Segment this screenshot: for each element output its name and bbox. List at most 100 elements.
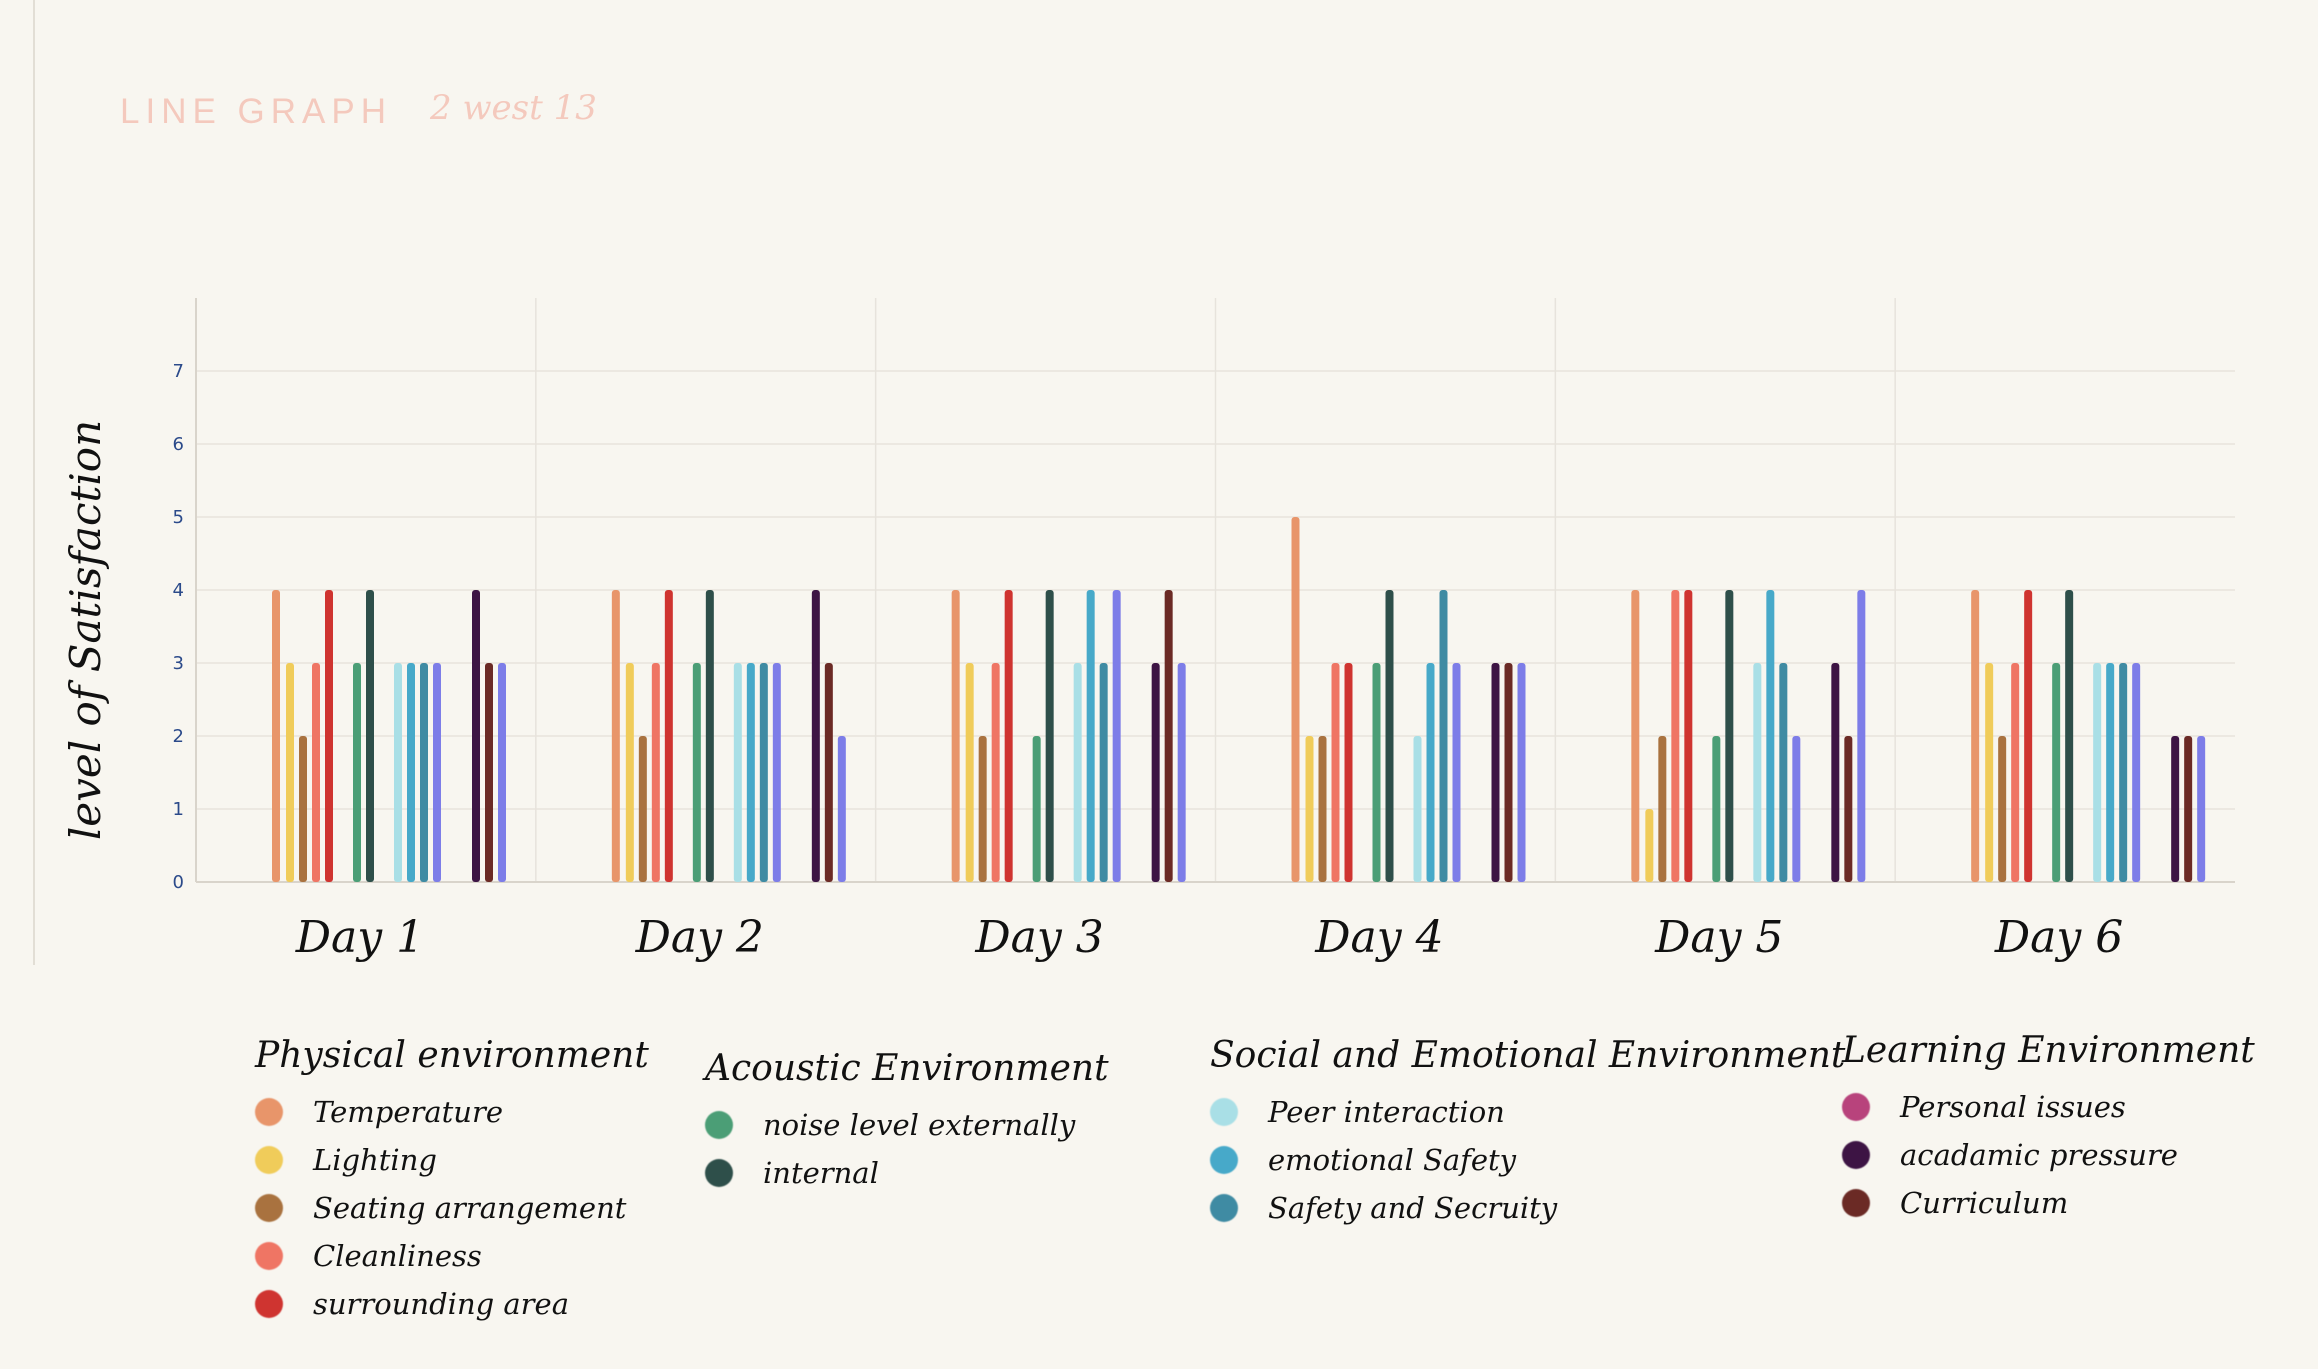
bar (1491, 663, 1500, 882)
legend-heading: Physical environment (255, 1035, 649, 1076)
legend-heading: Acoustic Environment (705, 1048, 1109, 1089)
y-tick-label: 1 (173, 799, 184, 820)
bar (2024, 590, 2033, 882)
bar (1086, 590, 1095, 882)
bar (692, 663, 701, 882)
legend-label: Lighting (313, 1143, 437, 1177)
bar (625, 663, 634, 882)
bar (1631, 590, 1640, 882)
legend-color-dot-icon (1842, 1189, 1870, 1217)
bar (2011, 663, 2020, 882)
legend-heading: Social and Emotional Environment (1210, 1035, 1846, 1076)
legend-item: acadamic pressure (1842, 1131, 2255, 1179)
bar (2106, 663, 2115, 882)
legend-color-dot-icon (705, 1159, 733, 1187)
legend-label: Curriculum (1900, 1186, 2069, 1220)
bar (1372, 663, 1381, 882)
legend-group-physical: Physical environment Temperature Lighting S… (255, 1035, 649, 1328)
bar (759, 663, 768, 882)
bar (1998, 736, 2007, 882)
bar (733, 663, 742, 882)
bar (472, 590, 480, 882)
bar (1305, 736, 1314, 882)
bar (353, 663, 361, 882)
bar (2093, 663, 2102, 882)
bar (1753, 663, 1762, 882)
bar (1766, 590, 1775, 882)
legend-item: Curriculum (1842, 1179, 2255, 1227)
bar (1857, 590, 1866, 882)
legend-label: acadamic pressure (1900, 1138, 2178, 1172)
legend-label: Cleanliness (313, 1239, 482, 1273)
legend-color-dot-icon (1210, 1146, 1238, 1174)
header-title: LINE GRAPH (120, 92, 392, 131)
legend-item: Lighting (255, 1136, 649, 1184)
legend-item: Personal issues (1842, 1083, 2255, 1131)
bar (1517, 663, 1526, 882)
legend-color-dot-icon (1842, 1093, 1870, 1121)
bar (1426, 663, 1435, 882)
bar (664, 590, 673, 882)
bar (1164, 590, 1173, 882)
legend-label: Peer interaction (1268, 1095, 1505, 1129)
bar (1045, 590, 1054, 882)
bar (1645, 809, 1654, 882)
legend-color-dot-icon (255, 1098, 283, 1126)
bar (485, 663, 493, 882)
bar (498, 663, 506, 882)
legend-item: Peer interaction (1210, 1088, 1845, 1136)
bar (1099, 663, 1108, 882)
y-tick-label: 6 (173, 434, 184, 455)
bar (299, 736, 307, 882)
bar (1725, 590, 1734, 882)
bar (1291, 517, 1300, 882)
bar (1344, 663, 1353, 882)
bar (2052, 663, 2061, 882)
bar (1779, 663, 1788, 882)
x-tick-label: Day 6 (1994, 912, 2123, 963)
bar-chart: 0 1 2 3 4 5 6 7 level of Satisfaction Day 1 Day 2 D… (33, 0, 2235, 965)
bar (611, 590, 620, 882)
y-tick-label: 7 (173, 361, 184, 382)
bar (1439, 590, 1448, 882)
bar (1452, 663, 1461, 882)
bar (651, 663, 660, 882)
bar (2132, 663, 2141, 882)
bar (772, 663, 781, 882)
bar (312, 663, 320, 882)
bar (420, 663, 428, 882)
y-tick-label: 2 (173, 726, 184, 747)
y-tick-label: 4 (173, 580, 184, 601)
bar (2065, 590, 2074, 882)
bar (1792, 736, 1801, 882)
bar (1712, 736, 1721, 882)
bar (1032, 736, 1041, 882)
bar (1177, 663, 1186, 882)
bar (1671, 590, 1680, 882)
header-note: 2 west 13 (430, 88, 597, 128)
legend-label: Personal issues (1900, 1090, 2126, 1124)
bar (2184, 736, 2193, 882)
bar (366, 590, 374, 882)
bar (2197, 736, 2206, 882)
bar (705, 590, 714, 882)
legend-group-acoustic: Acoustic Environment noise level external… (705, 1048, 1109, 1197)
bar (1831, 663, 1840, 882)
legend-item: Seating arrangement (255, 1184, 649, 1232)
x-tick-label: Day 4 (1314, 912, 1443, 963)
bar (1844, 736, 1853, 882)
bar (1318, 736, 1327, 882)
legend-item: Temperature (255, 1088, 649, 1136)
bar (1985, 663, 1994, 882)
legend-color-dot-icon (255, 1290, 283, 1318)
bar (965, 663, 974, 882)
bar (325, 590, 333, 882)
bar (746, 663, 755, 882)
legend-item: noise level externally (705, 1101, 1109, 1149)
legend-label: internal (763, 1156, 879, 1190)
bar (272, 590, 280, 882)
bar (394, 663, 402, 882)
bar (2171, 736, 2180, 882)
x-tick-label: Day 5 (1654, 912, 1783, 963)
bar (433, 663, 441, 882)
